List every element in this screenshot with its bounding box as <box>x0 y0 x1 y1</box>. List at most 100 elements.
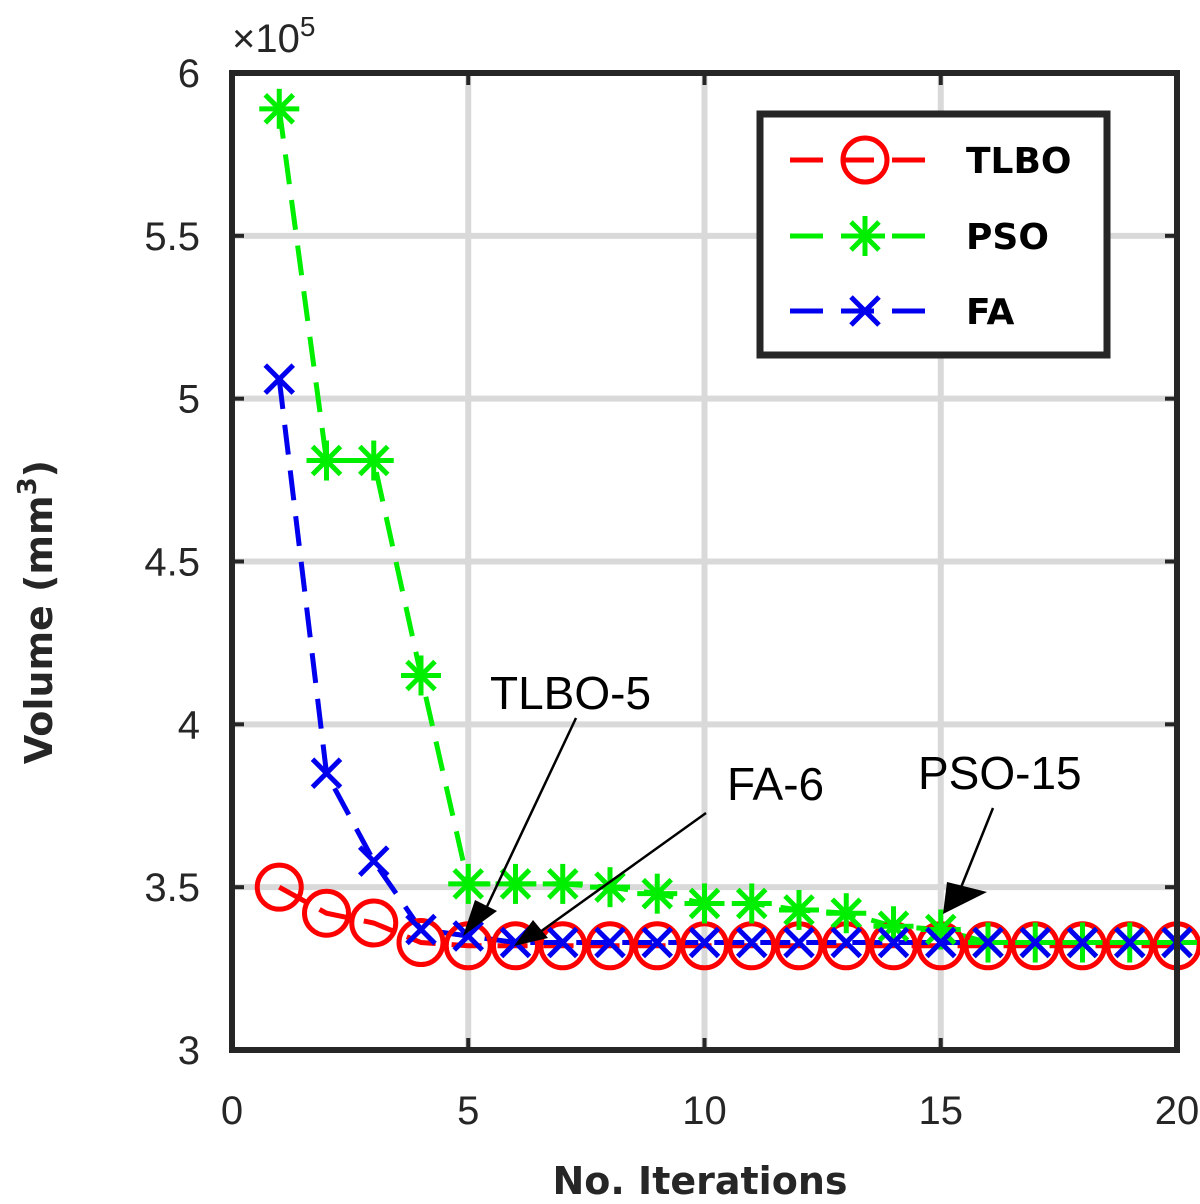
data-point-tlbo <box>632 921 682 971</box>
x-stroke <box>452 920 485 952</box>
y-tick-label: 4.5 <box>144 541 200 585</box>
x-stroke <box>735 926 768 959</box>
data-point-pso <box>637 873 678 914</box>
legend-entry-tlbo: TLBO <box>790 135 1072 185</box>
y-axis-exponent: ×105 <box>232 11 315 61</box>
asterisk-stroke <box>783 894 815 926</box>
legend-label-pso: PSO <box>966 217 1049 258</box>
x-tick-label: 5 <box>457 1089 479 1133</box>
x-stroke <box>1113 926 1146 959</box>
y-tick-label: 3.5 <box>144 866 200 910</box>
asterisk-stroke <box>594 871 626 903</box>
asterisk-stroke <box>849 220 881 252</box>
annotations: TLBO-5 FA-6 PSO-15 <box>463 667 1082 946</box>
legend-marker-fa <box>849 295 881 327</box>
annotation-fa-6: FA-6 <box>727 758 824 810</box>
annotation-arrow-tlbo <box>481 717 578 916</box>
data-point-tlbo <box>349 898 399 948</box>
y-tick-label: 5.5 <box>144 215 200 259</box>
data-point-fa <box>924 926 957 959</box>
x-stroke <box>405 913 437 946</box>
asterisk-stroke <box>452 868 485 900</box>
legend-label-tlbo: TLBO <box>966 141 1072 182</box>
asterisk-stroke <box>735 887 768 920</box>
x-stroke <box>783 926 815 959</box>
asterisk-stroke <box>357 444 390 477</box>
asterisk-stroke <box>641 877 674 910</box>
data-point-pso <box>779 889 819 930</box>
data-point-fa <box>783 926 815 959</box>
y-tick-label: 6 <box>178 52 200 96</box>
data-point-tlbo <box>302 888 351 938</box>
data-point-tlbo <box>538 921 588 971</box>
annotation-tlbo-5: TLBO-5 <box>490 667 651 719</box>
data-point-pso <box>731 883 772 924</box>
x-stroke <box>972 926 1004 959</box>
annotation-arrowhead-pso <box>943 882 987 914</box>
data-point-pso <box>353 440 394 481</box>
series-markers <box>254 88 1200 971</box>
asterisk-stroke <box>830 897 863 929</box>
x-stroke <box>641 926 674 959</box>
legend-label-fa: FA <box>966 292 1014 333</box>
data-point-tlbo <box>585 921 635 971</box>
data-point-fa <box>972 926 1004 959</box>
data-point-fa <box>688 926 721 959</box>
asterisk-stroke <box>546 868 579 900</box>
data-point-tlbo <box>491 921 540 971</box>
data-point-fa <box>452 920 485 952</box>
data-point-fa <box>1066 926 1099 959</box>
x-stroke <box>546 926 579 959</box>
annotation-pso-15: PSO-15 <box>918 747 1082 799</box>
axis-ticks: 0 5 10 15 20 3 3.5 4 4.5 5 5.5 6 <box>144 52 1199 1133</box>
asterisk-stroke <box>405 659 437 692</box>
legend-marker-pso <box>845 216 885 256</box>
x-tick-label: 20 <box>1155 1089 1200 1133</box>
data-point-fa <box>1113 926 1146 959</box>
asterisk-stroke <box>310 444 343 477</box>
x-stroke <box>1019 926 1052 959</box>
data-point-pso <box>448 863 489 904</box>
y-tick-label: 5 <box>178 378 200 422</box>
annotation-arrowhead-fa <box>514 920 548 946</box>
data-point-fa <box>546 926 579 959</box>
y-axis-label: Volume (mm3) <box>13 460 61 764</box>
x-stroke <box>830 926 863 959</box>
y-tick-label: 3 <box>178 1029 200 1073</box>
asterisk-stroke <box>263 93 296 125</box>
x-stroke <box>688 926 721 959</box>
x-stroke <box>877 926 910 959</box>
legend: TLBO PSO FA <box>756 110 1111 359</box>
asterisk-stroke <box>924 913 957 946</box>
annotation-arrow-pso <box>958 807 995 891</box>
annotation-arrowhead-tlbo <box>463 900 497 936</box>
x-stroke <box>924 926 957 959</box>
data-point-pso <box>684 883 725 924</box>
data-point-fa <box>830 926 863 959</box>
data-point-pso <box>401 655 441 696</box>
data-point-fa <box>877 926 910 959</box>
data-point-fa <box>641 926 674 959</box>
x-tick-label: 15 <box>919 1089 964 1133</box>
legend-entry-pso: PSO <box>790 216 1049 258</box>
x-stroke <box>594 926 626 959</box>
x-axis-label: No. Iterations <box>552 1159 847 1203</box>
data-point-fa <box>310 757 343 789</box>
data-point-fa <box>594 926 626 959</box>
asterisk-stroke <box>499 868 532 900</box>
data-point-fa <box>357 845 390 877</box>
data-point-fa <box>405 913 437 946</box>
data-point-fa <box>263 363 296 395</box>
legend-marker-tlbo <box>840 135 890 185</box>
data-point-tlbo <box>396 918 446 968</box>
x-stroke <box>1066 926 1099 959</box>
series-line-fa <box>276 378 1177 946</box>
data-point-tlbo <box>727 921 777 971</box>
data-point-pso <box>826 893 867 934</box>
annotation-arrow-fa <box>539 811 707 934</box>
x-tick-label: 10 <box>682 1089 727 1133</box>
x-stroke <box>357 845 390 877</box>
x-stroke <box>849 295 881 327</box>
data-point-tlbo <box>680 921 729 971</box>
